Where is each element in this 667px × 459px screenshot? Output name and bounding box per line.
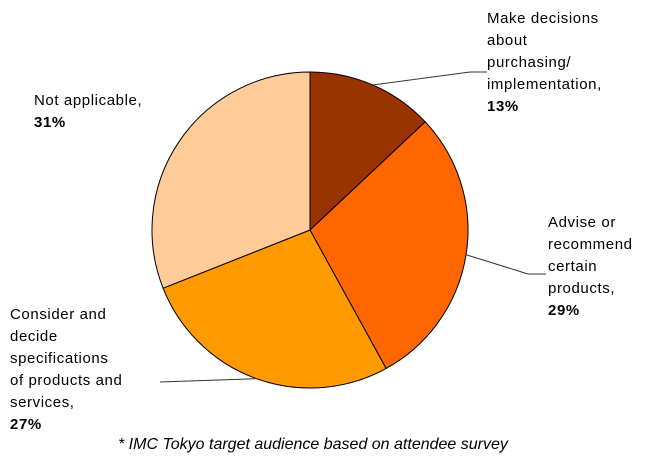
slice-label-not-applicable-value: 31% <box>34 114 66 131</box>
slice-label-not-applicable-name: Not applicable, <box>34 90 142 112</box>
slice-label-line: services, <box>10 394 75 411</box>
slice-label-line: Not applicable, <box>34 92 143 109</box>
leader-decisions <box>372 71 487 86</box>
slice-label-line: Make decisions <box>487 10 599 27</box>
slice-label-not-applicable: Not applicable, 31% <box>34 90 142 134</box>
slice-label-line: decide <box>10 328 58 345</box>
slice-label-line: certain <box>548 258 598 275</box>
slice-label-line: recommend <box>548 236 633 253</box>
slice-label-advise-name: Advise or recommend certain products, <box>548 212 633 300</box>
slice-label-consider-name: Consider and decide specifications of produ… <box>10 304 122 414</box>
footnote: * IMC Tokyo target audience based on att… <box>118 436 508 453</box>
slice-advise <box>309 121 469 370</box>
slice-label-decisions: Make decisions about purchasing/implementa… <box>487 8 602 118</box>
slice-label-line: specifications <box>10 350 109 367</box>
leader-consider <box>159 378 257 383</box>
slice-label-line: purchasing/ <box>487 54 572 71</box>
slice-label-decisions-value: 13% <box>487 98 519 115</box>
slice-consider <box>162 229 387 389</box>
slice-label-decisions-name: Make decisions about purchasing/implementa… <box>487 8 602 96</box>
slice-label-consider: Consider and decide specifications of produ… <box>10 304 122 436</box>
slice-label-line: of products and <box>10 372 123 389</box>
slice-label-advise-value: 29% <box>548 302 580 319</box>
slice-label-line: Consider and <box>10 306 107 323</box>
slice-label-advise: Advise or recommend certain products, 29% <box>548 212 633 322</box>
leader-advise <box>465 254 546 275</box>
slice-decisions <box>309 71 426 232</box>
slice-label-consider-value: 27% <box>10 416 42 433</box>
slice-label-line: products, <box>548 280 616 297</box>
slice-label-line: implementation, <box>487 76 602 93</box>
slice-label-line: Advise or <box>548 214 616 231</box>
slice-not-applicable <box>151 71 311 289</box>
slice-label-line: about <box>487 32 528 49</box>
